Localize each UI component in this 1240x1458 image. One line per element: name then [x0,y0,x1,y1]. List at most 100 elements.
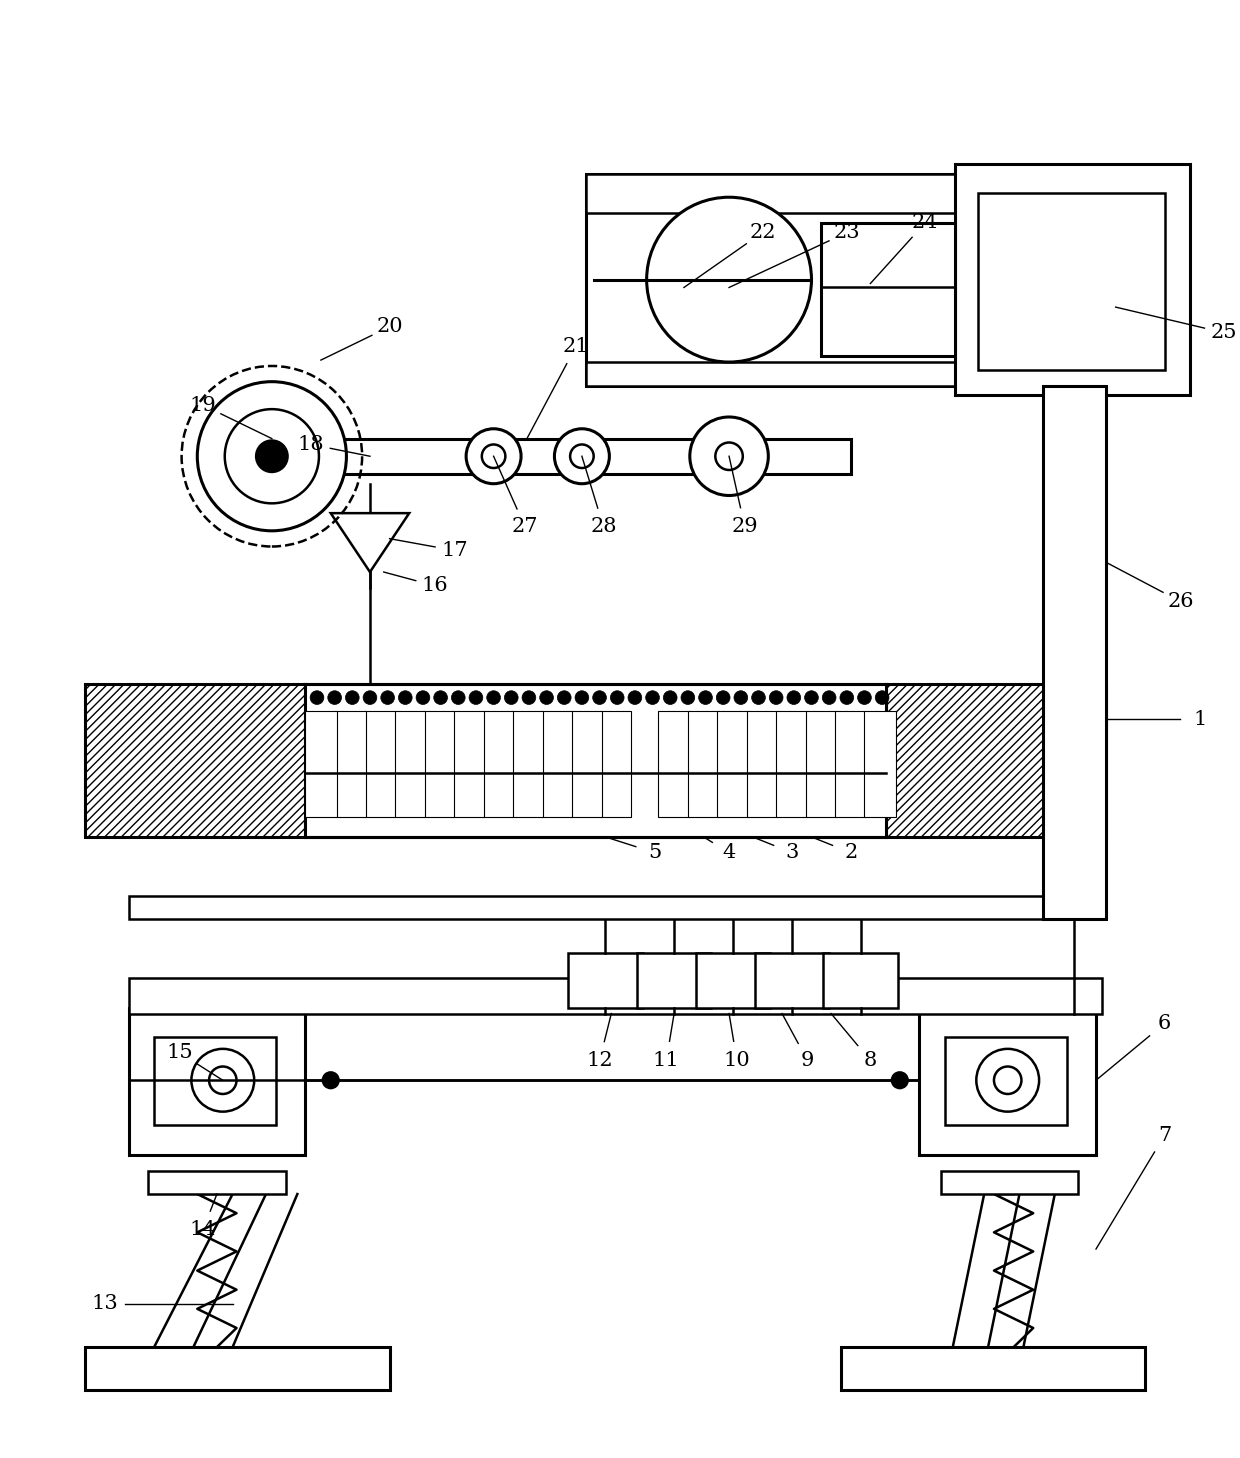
Bar [941,1171,1079,1194]
Circle shape [787,691,801,704]
Bar [696,952,770,1007]
Text: 29: 29 [732,518,758,537]
Circle shape [858,691,872,704]
Bar [86,684,305,837]
Circle shape [689,417,769,496]
Circle shape [663,691,677,704]
Bar [806,712,837,818]
Bar [511,712,543,818]
Bar [776,712,807,818]
Text: 27: 27 [512,518,538,537]
Bar [305,712,336,818]
Bar [585,174,1145,213]
Bar [149,1171,285,1194]
Circle shape [822,691,836,704]
Text: 24: 24 [913,213,939,232]
Circle shape [698,691,713,704]
Polygon shape [331,513,409,572]
Circle shape [892,1073,908,1088]
Circle shape [224,410,319,503]
Text: 22: 22 [749,223,776,242]
Text: 18: 18 [298,434,325,453]
Bar [864,712,895,818]
Bar [453,712,484,818]
Circle shape [327,691,341,704]
Circle shape [751,691,765,704]
Circle shape [482,445,506,468]
Bar [978,194,1164,370]
Bar [746,712,779,818]
Circle shape [398,691,412,704]
Bar [86,1347,389,1391]
Circle shape [522,691,536,704]
Bar [335,712,366,818]
Bar [841,1347,1145,1391]
Text: 19: 19 [190,395,217,414]
Circle shape [363,691,377,704]
Bar [129,978,1102,1013]
Bar [755,952,830,1007]
Text: 20: 20 [376,318,403,337]
Bar [482,712,513,818]
Circle shape [469,691,482,704]
Bar [637,952,712,1007]
Bar [600,712,631,818]
Circle shape [994,1066,1022,1094]
Circle shape [539,691,553,704]
Bar [305,684,887,837]
Text: 10: 10 [723,1051,750,1070]
Text: 13: 13 [92,1295,119,1314]
Circle shape [593,691,606,704]
Bar [585,362,1145,385]
Circle shape [570,445,594,468]
Text: 11: 11 [653,1051,680,1070]
Circle shape [505,691,518,704]
Text: 4: 4 [723,843,735,862]
Bar [887,684,1106,837]
Bar [823,952,898,1007]
Bar [1043,385,1106,920]
Text: 14: 14 [190,1220,217,1239]
Bar [568,952,642,1007]
Circle shape [734,691,748,704]
Circle shape [322,1073,339,1088]
Text: 6: 6 [1158,1013,1172,1032]
Bar [919,1007,1096,1155]
Text: 17: 17 [441,541,467,560]
Circle shape [191,1048,254,1111]
Text: 23: 23 [833,223,861,242]
Text: 16: 16 [422,576,448,595]
Bar [154,1037,275,1126]
Circle shape [717,691,730,704]
Bar [835,712,867,818]
Text: 28: 28 [590,518,616,537]
Circle shape [839,691,853,704]
Circle shape [451,691,465,704]
Bar [393,712,425,818]
Text: 26: 26 [1167,592,1194,611]
Circle shape [434,691,448,704]
Text: 21: 21 [563,337,589,356]
Bar [570,712,601,818]
Circle shape [681,691,694,704]
Circle shape [197,382,346,531]
Circle shape [554,429,609,484]
Bar [365,712,396,818]
Text: 12: 12 [587,1051,613,1070]
Text: 25: 25 [1210,324,1236,343]
Circle shape [210,1066,237,1094]
Circle shape [257,440,288,472]
Bar [955,163,1190,395]
Circle shape [976,1048,1039,1111]
Circle shape [417,691,430,704]
Circle shape [557,691,572,704]
Circle shape [346,691,360,704]
Circle shape [769,691,782,704]
Circle shape [805,691,818,704]
Text: 1: 1 [1193,710,1207,729]
Bar [945,1037,1066,1126]
Text: 5: 5 [647,843,661,862]
Circle shape [646,197,811,362]
Text: 9: 9 [801,1051,815,1070]
Bar [717,712,749,818]
